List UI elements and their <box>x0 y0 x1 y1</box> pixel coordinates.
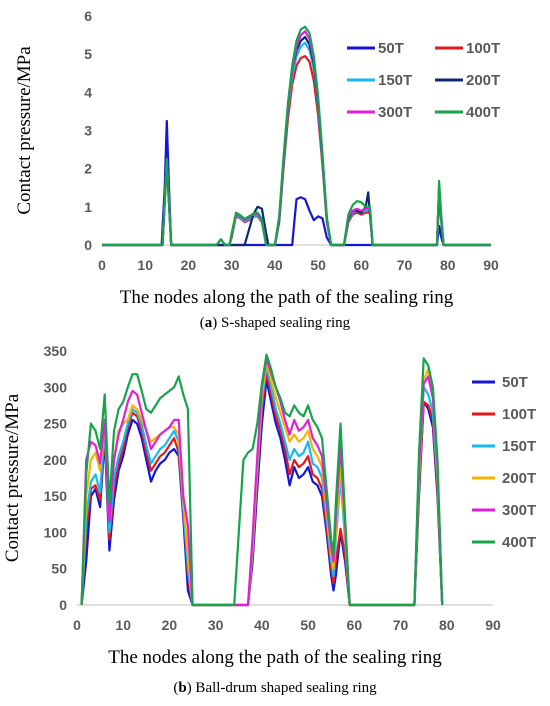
y-tick-label: 4 <box>84 84 92 100</box>
x-tick-label: 50 <box>310 257 326 273</box>
legend-label: 100T <box>466 40 500 57</box>
legend-label: 200T <box>466 72 500 89</box>
series-line-100T <box>102 55 491 247</box>
x-axis-label: The nodes along the path of the sealing … <box>108 647 442 668</box>
caption-paren: ( <box>200 315 205 331</box>
y-tick-label: 100 <box>44 524 68 540</box>
y-tick-label: 3 <box>84 123 92 139</box>
caption-paren: ( <box>173 680 178 696</box>
x-tick-label: 0 <box>73 617 81 633</box>
x-tick-label: 10 <box>137 257 153 273</box>
series-line-300T <box>80 357 444 607</box>
legend-label: 300T <box>378 104 412 121</box>
x-tick-label: 0 <box>98 257 106 273</box>
panel-a-chart: 0 10 20 30 40 50 60 70 80 90 0 1 2 3 4 5 6 50T 100T 150T 200… <box>14 8 500 331</box>
series-line-300T <box>102 30 491 247</box>
panel-caption: (b) Ball-drum shaped sealing ring <box>173 680 377 696</box>
y-tick-label: 300 <box>44 379 68 395</box>
y-tick-label: 5 <box>84 46 92 62</box>
panel-b-chart: 0 10 20 30 40 50 60 70 80 90 0 50 100 150 200 250 300 350… <box>2 343 536 696</box>
y-tick-label: 200 <box>44 452 68 468</box>
legend-label: 150T <box>502 438 536 455</box>
legend-label: 50T <box>502 374 528 391</box>
x-axis-label: The nodes along the path of the sealing … <box>120 287 454 308</box>
series-line-50T <box>102 119 491 247</box>
x-tick-label: 20 <box>162 617 178 633</box>
legend-label: 50T <box>378 40 404 57</box>
x-tick-label: 70 <box>397 257 413 273</box>
series-line-150T <box>102 41 491 247</box>
x-tick-label: 70 <box>393 617 409 633</box>
legend-label: 100T <box>502 406 536 423</box>
legend-label: 300T <box>502 502 536 519</box>
x-tick-label: 60 <box>347 617 363 633</box>
caption-letter: b <box>178 680 186 696</box>
y-tick-label: 250 <box>44 416 68 432</box>
y-tick-label: 0 <box>59 597 67 613</box>
y-tick-label: 0 <box>84 237 92 253</box>
x-tick-label: 10 <box>115 617 131 633</box>
y-axis-label: Contact pressure/MPa <box>14 46 35 215</box>
legend-label: 400T <box>502 534 536 551</box>
caption-text: ) Ball-drum shaped sealing ring <box>187 680 377 696</box>
caption-text: ) S-shaped sealing ring <box>212 315 350 331</box>
panel-caption: (a) S-shaped sealing ring <box>200 315 351 331</box>
y-tick-label: 50 <box>51 561 67 577</box>
x-tick-label: 80 <box>440 257 456 273</box>
x-tick-label: 60 <box>354 257 370 273</box>
series-line-200T <box>102 35 491 247</box>
y-tick-label: 2 <box>84 161 92 177</box>
legend-label: 400T <box>466 104 500 121</box>
x-tick-label: 20 <box>181 257 197 273</box>
x-tick-label: 80 <box>439 617 455 633</box>
x-tick-label: 40 <box>254 617 270 633</box>
x-tick-label: 50 <box>300 617 316 633</box>
y-tick-label: 350 <box>44 343 68 359</box>
series-line-400T <box>102 25 491 247</box>
y-tick-label: 150 <box>44 488 68 504</box>
legend-label: 200T <box>502 470 536 487</box>
x-tick-label: 30 <box>224 257 240 273</box>
y-axis-label: Contact pressure/MPa <box>2 393 23 562</box>
y-tick-label: 1 <box>84 199 92 215</box>
x-tick-label: 40 <box>267 257 283 273</box>
series-line-400T <box>80 353 444 607</box>
x-tick-label: 90 <box>485 617 501 633</box>
caption-letter: a <box>205 315 213 331</box>
y-tick-label: 6 <box>84 8 92 24</box>
x-tick-label: 90 <box>483 257 499 273</box>
x-tick-label: 30 <box>208 617 224 633</box>
legend-label: 150T <box>378 72 412 89</box>
